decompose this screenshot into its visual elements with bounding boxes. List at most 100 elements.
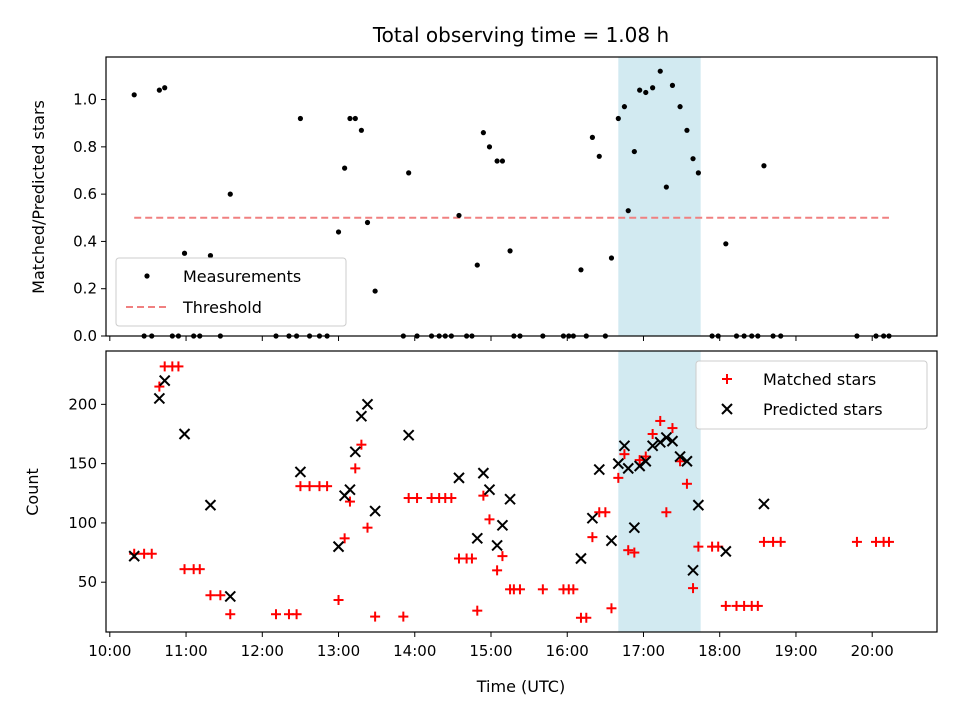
measurement-point: [615, 115, 621, 122]
matched-point: [581, 612, 592, 623]
predicted-point: [153, 392, 166, 405]
matched-point: [344, 496, 355, 507]
measurement-point: [480, 130, 486, 136]
measurement-point: [643, 89, 649, 96]
legend-x-marker: [721, 403, 733, 415]
matched-point: [655, 415, 666, 426]
predicted-point: [674, 450, 686, 463]
y-tick-label: 1.0: [73, 91, 97, 109]
bottom-legend-box: [695, 360, 928, 430]
predicted-point: [605, 534, 618, 547]
measurement-point: [596, 153, 602, 159]
measurement-point: [625, 208, 631, 214]
predicted-point: [453, 472, 465, 484]
y-tick-label: 150: [68, 455, 97, 473]
predicted-point: [612, 457, 625, 470]
top-panel: 0.0 0.2 0.4 0.6 0.8 1.0 Matched/Predicted sta…: [29, 56, 938, 345]
y-tick-label: 0.0: [73, 327, 97, 345]
bottom-x-ticks: 10:00 11:00 12:00 13:00 14:00 15:00 16:00 17:00…: [88, 632, 894, 660]
measurement-point: [207, 253, 214, 259]
measurement-point: [499, 158, 506, 164]
matched-point: [412, 493, 423, 504]
measurement-point: [456, 212, 462, 219]
matched-point: [173, 361, 184, 372]
predicted-point: [681, 455, 693, 467]
x-tick-label: 14:00: [393, 642, 436, 660]
measurement-point: [723, 241, 729, 247]
top-legend-threshold: Threshold: [182, 298, 262, 317]
matched-point: [446, 493, 457, 504]
predicted-point: [504, 493, 516, 505]
matched-point: [497, 551, 508, 562]
matched-point: [606, 603, 617, 614]
matched-point: [304, 481, 315, 492]
matched-point: [619, 449, 630, 460]
predicted-point: [687, 564, 699, 577]
matched-point: [613, 472, 624, 483]
predicted-point: [178, 428, 191, 440]
matched-point: [295, 481, 306, 492]
x-tick-label: 16:00: [546, 642, 589, 660]
matched-point: [322, 481, 333, 492]
predicted-point: [646, 440, 659, 452]
predicted-point: [628, 521, 641, 534]
matched-point: [661, 507, 672, 518]
measurement-point: [156, 87, 162, 93]
measurement-point: [181, 250, 188, 256]
y-tick-label: 200: [68, 395, 97, 413]
bottom-y-ticks: 50 100 150 200: [68, 395, 106, 591]
matched-point: [466, 553, 477, 564]
x-tick-label: 13:00: [317, 642, 360, 660]
measurement-point: [358, 127, 364, 133]
bottom-y-axis-label: Count: [23, 468, 42, 516]
predicted-point: [471, 532, 483, 545]
matched-point: [629, 547, 640, 558]
top-plot-frame: [105, 56, 938, 337]
matched-point: [370, 611, 381, 622]
measurement-point: [486, 144, 493, 150]
predicted-point: [622, 462, 634, 475]
measurement-point: [677, 104, 683, 110]
matched-point: [478, 490, 489, 501]
measurement-point: [347, 115, 353, 122]
matched-point: [883, 536, 894, 547]
matched-point: [688, 583, 699, 594]
measurement-point: [690, 156, 696, 162]
matched-point: [333, 594, 344, 605]
measurement-point: [297, 115, 304, 122]
matched-point: [398, 611, 409, 622]
predicted-point: [332, 540, 345, 553]
predicted-point: [491, 539, 503, 552]
matched-point: [647, 428, 658, 439]
predicted-point: [369, 505, 381, 517]
measurement-point: [608, 255, 615, 261]
matched-point: [362, 522, 373, 533]
matched-point: [146, 548, 157, 559]
matched-point: [271, 609, 282, 620]
bottom-legend: Matched stars Predicted stars: [695, 360, 928, 430]
predicted-point: [477, 467, 490, 479]
top-legend-box: [115, 257, 347, 327]
bottom-matched-group: [129, 361, 894, 623]
measurement-point: [507, 248, 513, 254]
top-legend-measurements: Measurements: [183, 267, 301, 286]
matched-point: [667, 423, 678, 434]
legend-plus-marker: [722, 374, 732, 384]
predicted-point: [483, 484, 496, 496]
matched-point: [179, 564, 190, 575]
matched-point: [225, 609, 236, 620]
matched-point: [472, 605, 483, 616]
measurement-point: [589, 134, 596, 140]
top-legend: Measurements Threshold: [115, 257, 347, 327]
measurement-point: [227, 191, 233, 197]
top-highlight-span: [618, 57, 701, 336]
matched-point: [492, 565, 503, 576]
predicted-point: [640, 455, 652, 467]
predicted-point: [618, 440, 631, 452]
matched-point: [350, 463, 361, 474]
measurement-point: [761, 163, 767, 169]
measurement-point: [669, 82, 676, 88]
measurement-point: [631, 148, 637, 155]
